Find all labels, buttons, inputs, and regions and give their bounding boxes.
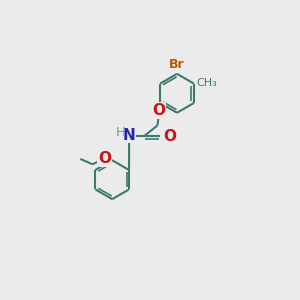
Text: O: O xyxy=(152,103,165,118)
Text: O: O xyxy=(164,129,176,144)
Text: O: O xyxy=(98,152,111,166)
Text: Br: Br xyxy=(169,58,185,70)
Text: N: N xyxy=(123,128,136,143)
Text: CH₃: CH₃ xyxy=(196,78,217,88)
Text: H: H xyxy=(116,126,126,139)
